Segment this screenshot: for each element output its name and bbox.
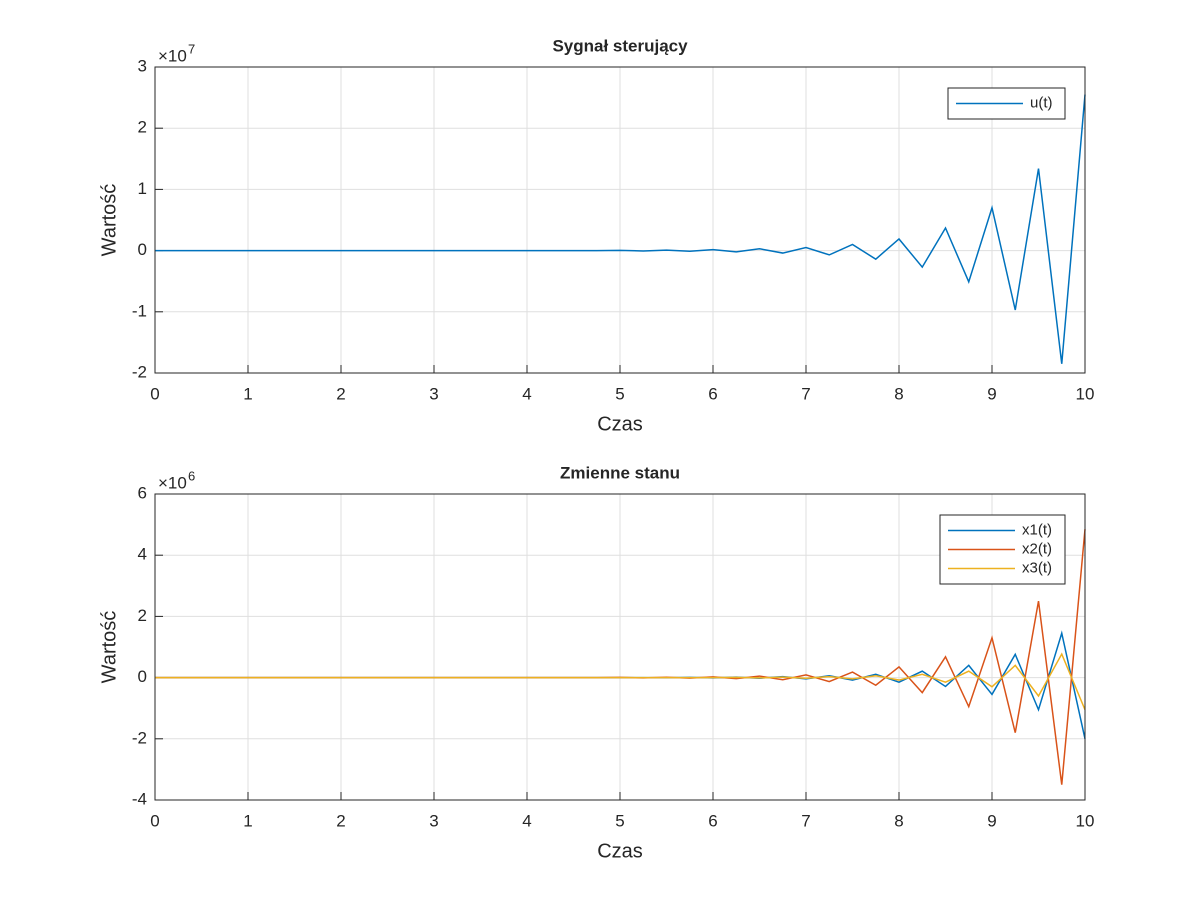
y-tick-label: 2: [138, 118, 147, 137]
x-tick-label: 3: [429, 811, 438, 830]
x-axis-label: Czas: [597, 840, 643, 862]
x-tick-label: 5: [615, 384, 624, 403]
axes: 0 1 2 3 4 5 6 7 8 9 10 -4 -2 0 2 4 6 Zmienne stanu Czas War…: [98, 463, 1094, 862]
x-tick-label: 9: [987, 384, 996, 403]
axis-exponent: 7: [188, 41, 195, 56]
x-tick-label: 8: [894, 811, 903, 830]
axis-exponent: 6: [188, 468, 195, 483]
y-tick-label: 0: [138, 240, 147, 259]
x-tick-label: 7: [801, 811, 810, 830]
x-tick-label: 2: [336, 811, 345, 830]
series-line: [155, 652, 1086, 711]
axes: 0 1 2 3 4 5 6 7 8 9 10 -2 -1 0 1 2 3 Sygnał sterujący Czas…: [98, 36, 1094, 435]
x-axis-label: Czas: [597, 413, 643, 435]
x-tick-label: 2: [336, 384, 345, 403]
x-tick-label: 0: [150, 384, 159, 403]
y-tick-label: 1: [138, 179, 147, 198]
x-tick-label: 7: [801, 384, 810, 403]
x-tick-label: 1: [243, 384, 252, 403]
x-tick-label: 8: [894, 384, 903, 403]
legend-label: x3(t): [1022, 559, 1052, 576]
x-tick-label: 10: [1076, 811, 1095, 830]
y-tick-label: 2: [138, 606, 147, 625]
y-tick-label: 0: [138, 667, 147, 686]
legend-label: x2(t): [1022, 540, 1052, 557]
chart-title: Sygnał sterujący: [552, 36, 688, 55]
legend-label: x1(t): [1022, 521, 1052, 538]
axis-multiplier: ×10: [158, 46, 187, 65]
x-tick-label: 1: [243, 811, 252, 830]
x-tick-label: 6: [708, 384, 717, 403]
y-tick-label: 4: [138, 545, 147, 564]
axes-box: [154, 493, 1086, 801]
x-tick-label: 9: [987, 811, 996, 830]
x-tick-label: 5: [615, 811, 624, 830]
y-tick-label: -2: [132, 362, 147, 381]
legend-label: u(t): [1030, 94, 1053, 111]
x-tick-label: 6: [708, 811, 717, 830]
y-tick-label: 3: [138, 56, 147, 75]
y-tick-label: 6: [138, 483, 147, 502]
x-tick-label: 10: [1076, 384, 1095, 403]
y-axis-label: Wartość: [98, 184, 120, 257]
x-tick-label: 4: [522, 384, 531, 403]
chart-title: Zmienne stanu: [560, 463, 680, 482]
x-tick-label: 3: [429, 384, 438, 403]
axis-multiplier: ×10: [158, 473, 187, 492]
x-tick-label: 0: [150, 811, 159, 830]
y-tick-label: -4: [132, 789, 147, 808]
series-line: [155, 94, 1086, 364]
x-tick-label: 4: [522, 811, 531, 830]
axes-box: [154, 66, 1086, 374]
y-tick-label: -1: [132, 301, 147, 320]
y-axis-label: Wartość: [98, 611, 120, 684]
y-tick-label: -2: [132, 728, 147, 747]
